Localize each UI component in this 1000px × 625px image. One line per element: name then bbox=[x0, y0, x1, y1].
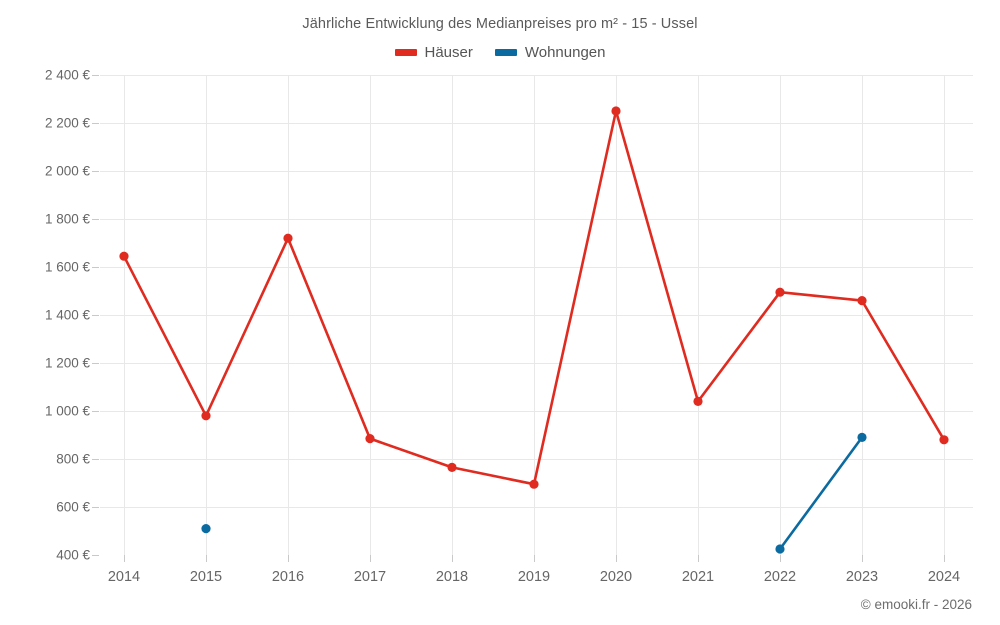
x-axis-tick-label: 2023 bbox=[845, 569, 879, 585]
data-point-wohnungen-2023[interactable] bbox=[857, 432, 867, 442]
x-axis-tick-label: 2017 bbox=[353, 569, 387, 585]
grid-lines bbox=[100, 75, 973, 555]
x-axis-tickmark bbox=[534, 555, 535, 562]
y-axis-tick-label: 1 600 € bbox=[44, 259, 90, 275]
legend-line-swatch-hauser bbox=[394, 49, 417, 56]
chart-legend: Häuser Wohnungen bbox=[0, 44, 1000, 61]
y-axis: 400 € 600 € 800 € 1 000 € 1 200 € 1 400 € 1 60… bbox=[0, 0, 100, 625]
footer-credit: © emooki.fr - 2026 bbox=[860, 597, 972, 612]
data-point-hauser-2022[interactable] bbox=[775, 287, 785, 297]
y-axis-tickmark bbox=[92, 411, 99, 412]
series-line-wohnungen bbox=[778, 436, 864, 551]
x-axis-tickmark bbox=[124, 555, 125, 562]
x-axis-tickmark bbox=[944, 555, 945, 562]
y-axis-tickmark bbox=[92, 315, 99, 316]
data-point-wohnungen-2015[interactable] bbox=[201, 524, 211, 534]
legend-line-swatch-wohnungen bbox=[494, 49, 517, 56]
x-axis-tick-label: 2015 bbox=[189, 569, 223, 585]
y-axis-tickmark bbox=[92, 267, 99, 268]
x-axis-tick-label: 2021 bbox=[681, 569, 715, 585]
y-axis-tick-label: 800 € bbox=[56, 451, 90, 467]
plot-area bbox=[100, 75, 973, 555]
x-axis-tickmark bbox=[288, 555, 289, 562]
data-point-hauser-2017[interactable] bbox=[365, 434, 375, 444]
plot-svg bbox=[100, 75, 973, 555]
x-axis-tick-label: 2016 bbox=[271, 569, 305, 585]
x-axis-tickmark bbox=[698, 555, 699, 562]
x-axis-tickmark bbox=[452, 555, 453, 562]
y-axis-tickmark bbox=[92, 555, 99, 556]
y-axis-tickmark bbox=[92, 75, 99, 76]
y-axis-tick-label: 2 400 € bbox=[44, 67, 90, 83]
x-axis-tick-label: 2020 bbox=[599, 569, 633, 585]
y-axis-tickmark bbox=[92, 219, 99, 220]
y-axis-tick-label: 1 200 € bbox=[44, 355, 90, 371]
data-point-hauser-2020[interactable] bbox=[611, 106, 621, 116]
y-axis-tickmark bbox=[92, 507, 99, 508]
y-axis-tick-label: 1 400 € bbox=[44, 307, 90, 323]
data-point-wohnungen-2022[interactable] bbox=[775, 544, 785, 554]
data-point-hauser-2018[interactable] bbox=[447, 462, 457, 472]
x-axis-tick-label: 2022 bbox=[763, 569, 797, 585]
y-axis-tick-label: 1 800 € bbox=[44, 211, 90, 227]
data-point-hauser-2024[interactable] bbox=[939, 435, 949, 445]
data-point-hauser-2014[interactable] bbox=[119, 251, 129, 261]
x-axis-tick-label: 2018 bbox=[435, 569, 469, 585]
y-axis-tickmark bbox=[92, 363, 99, 364]
x-axis-tick-label: 2014 bbox=[107, 569, 141, 585]
data-point-hauser-2016[interactable] bbox=[283, 233, 293, 243]
x-axis-tickmark bbox=[616, 555, 617, 562]
y-axis-tickmark bbox=[92, 459, 99, 460]
x-axis-tickmark bbox=[206, 555, 207, 562]
y-axis-tick-label: 400 € bbox=[56, 547, 90, 563]
x-axis-tickmark bbox=[862, 555, 863, 562]
y-axis-tick-label: 2 000 € bbox=[44, 163, 90, 179]
x-axis-tick-label: 2019 bbox=[517, 569, 551, 585]
page-title: Jährliche Entwicklung des Medianpreises … bbox=[302, 16, 698, 32]
data-point-hauser-2023[interactable] bbox=[857, 296, 867, 306]
y-axis-tick-label: 2 200 € bbox=[44, 115, 90, 131]
data-point-hauser-2015[interactable] bbox=[201, 411, 211, 421]
x-axis-tickmark bbox=[780, 555, 781, 562]
legend-item-label: Wohnungen bbox=[524, 44, 606, 61]
x-axis-tickmark bbox=[370, 555, 371, 562]
data-point-hauser-2021[interactable] bbox=[693, 396, 703, 406]
legend-item-wohnungen[interactable]: Wohnungen bbox=[494, 44, 606, 61]
legend-item-hauser[interactable]: Häuser bbox=[394, 44, 473, 61]
x-axis-tick-label: 2024 bbox=[927, 569, 961, 585]
data-point-hauser-2019[interactable] bbox=[529, 479, 539, 489]
y-axis-tick-label: 600 € bbox=[56, 499, 90, 515]
y-axis-tickmark bbox=[92, 171, 99, 172]
series-markers bbox=[119, 106, 949, 554]
y-axis-tick-label: 1 000 € bbox=[44, 403, 90, 419]
y-axis-tickmark bbox=[92, 123, 99, 124]
legend-item-label: Häuser bbox=[424, 44, 473, 61]
